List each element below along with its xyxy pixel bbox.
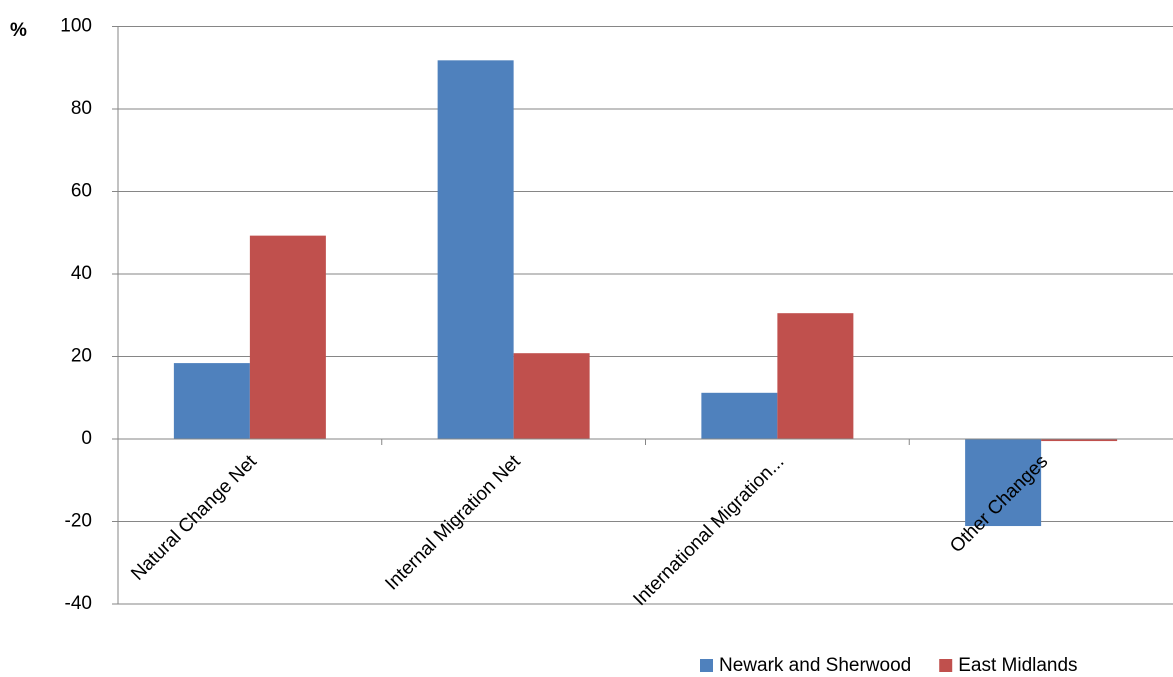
y-tick-label: 20 [71,346,92,367]
x-tick-label: Natural Change Net [127,451,261,585]
x-tick-label: Internal Migration Net [381,451,525,595]
y-tick-label: -20 [65,511,92,532]
x-tick-label: International Migration... [629,451,788,610]
bar [701,392,778,439]
bar [249,235,326,439]
y-tick-label: 60 [71,181,92,202]
bar [513,353,590,439]
bar [965,439,1042,527]
y-tick-label: 0 [81,428,92,449]
y-axis-label: % [10,20,27,41]
y-tick-label: 100 [60,16,92,37]
bar [173,363,250,439]
bar [777,313,854,439]
bar [1041,439,1118,442]
y-tick-label: 40 [71,263,92,284]
bar [437,60,514,439]
legend-swatch [700,659,713,672]
legend-label: Newark and Sherwood [719,655,911,676]
y-tick-label: 80 [71,98,92,119]
y-tick-label: -40 [65,593,92,614]
legend-label: East Midlands [958,655,1077,676]
legend-swatch [939,659,953,672]
